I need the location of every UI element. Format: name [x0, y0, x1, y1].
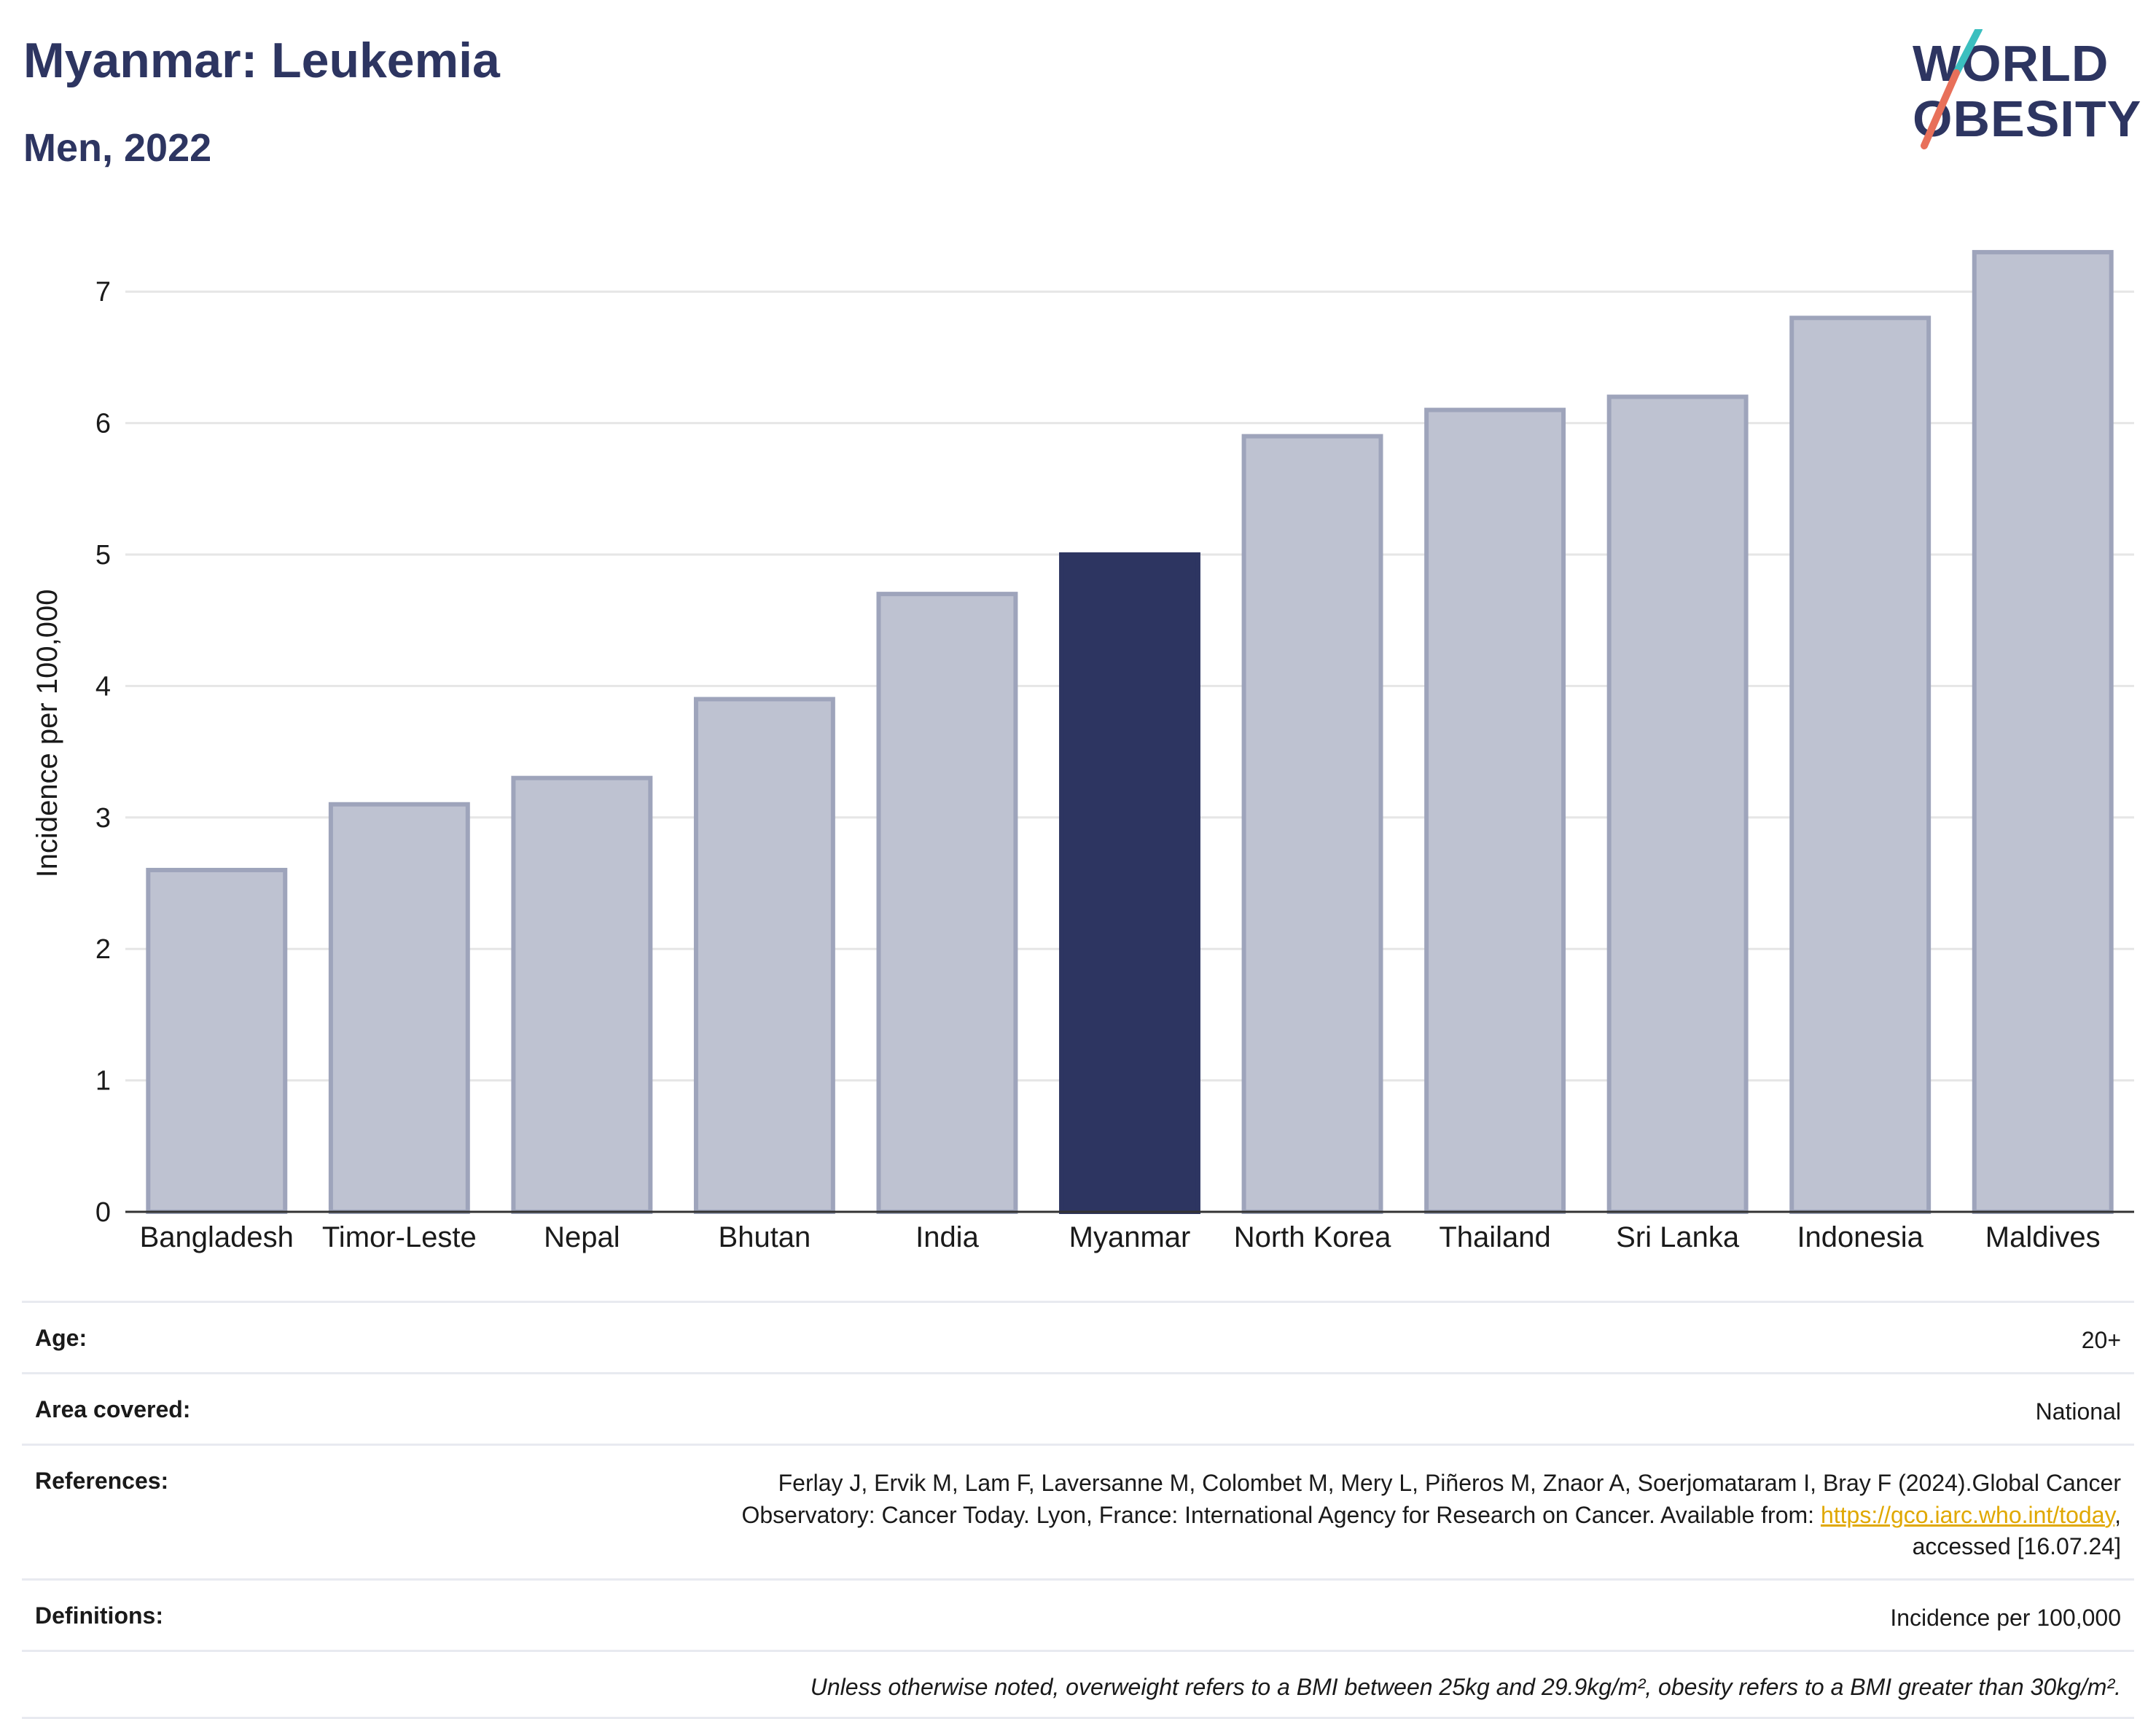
- chart-subtitle: Men, 2022: [23, 126, 212, 170]
- y-tick-label: 7: [95, 277, 111, 308]
- bar-india[interactable]: [876, 592, 1018, 1214]
- x-tick-label: Timor-Leste: [322, 1221, 477, 1253]
- bar-bangladesh[interactable]: [146, 867, 288, 1215]
- y-tick-label: 5: [95, 540, 111, 571]
- meta-row-references: References: Ferlay J, Ervik M, Lam F, La…: [22, 1444, 2134, 1578]
- bar-bhutan[interactable]: [693, 697, 835, 1214]
- references-value: Ferlay J, Ervik M, Lam F, Laversanne M, …: [741, 1470, 2121, 1559]
- x-tick-label: Indonesia: [1797, 1221, 1923, 1253]
- bar-maldives[interactable]: [1972, 250, 2114, 1215]
- axes: 0 1 2 3 4 5 6 7 Bangladesh Timor-Leste Nepal Bhutan…: [95, 277, 2134, 1253]
- bar-myanmar[interactable]: [1059, 552, 1200, 1214]
- references-label: References:: [35, 1468, 169, 1495]
- references-link[interactable]: https://gco.iarc.who.int/today: [1820, 1501, 2115, 1528]
- x-tick-label: Myanmar: [1069, 1221, 1191, 1253]
- x-tick-label: Bangladesh: [140, 1221, 294, 1253]
- area-label: Area covered:: [35, 1396, 191, 1423]
- bar-thailand[interactable]: [1424, 407, 1566, 1214]
- bar-indonesia[interactable]: [1789, 316, 1932, 1214]
- bar-sri-lanka[interactable]: [1606, 394, 1749, 1214]
- bar-chart: 0 1 2 3 4 5 6 7 Bangladesh Timor-Leste Nepal Bhutan…: [31, 250, 2134, 1253]
- chart-title: Myanmar: Leukemia: [23, 33, 500, 88]
- x-tick-label: India: [915, 1221, 979, 1253]
- references-line-3: accessed [16.07.24]: [1912, 1532, 2121, 1559]
- meta-row-area: Area covered: National: [22, 1372, 2134, 1444]
- y-tick-label: 2: [95, 934, 111, 965]
- logo-text-bottom: OBESITY: [1913, 90, 2142, 147]
- references-line-1: Ferlay J, Ervik M, Lam F, Laversanne M, …: [778, 1470, 2121, 1497]
- y-tick-label: 1: [95, 1066, 111, 1097]
- y-tick-label: 0: [95, 1197, 111, 1228]
- references-line-2: Observatory: Cancer Today. Lyon, France:…: [741, 1501, 1821, 1528]
- definitions-value: Incidence per 100,000: [1890, 1604, 2121, 1631]
- bar-nepal[interactable]: [511, 775, 653, 1214]
- definitions-label: Definitions:: [35, 1602, 163, 1629]
- y-tick-label: 4: [95, 671, 111, 702]
- x-tick-label: Nepal: [544, 1221, 620, 1253]
- bar-timor-leste[interactable]: [328, 802, 470, 1214]
- bar-north-korea[interactable]: [1241, 434, 1383, 1214]
- x-tick-label: Maldives: [1985, 1221, 2101, 1253]
- age-label: Age:: [35, 1325, 87, 1351]
- world-obesity-logo: WORLD OBESITY: [1895, 29, 2143, 153]
- y-tick-label: 6: [95, 409, 111, 439]
- logo-slash-icon: [1921, 29, 1983, 149]
- x-tick-label: Bhutan: [719, 1221, 811, 1253]
- logo-text-top: WORLD: [1913, 35, 2109, 92]
- bars: [146, 250, 2114, 1215]
- x-tick-label: Sri Lanka: [1616, 1221, 1740, 1253]
- y-tick-label: 3: [95, 803, 111, 834]
- bmi-note: Unless otherwise noted, overweight refer…: [810, 1674, 2121, 1701]
- meta-row-note: Unless otherwise noted, overweight refer…: [22, 1650, 2134, 1719]
- metadata-table: Age: 20+ Area covered: National Referenc…: [22, 1301, 2134, 1719]
- age-value: 20+: [2081, 1327, 2121, 1353]
- x-tick-label: North Korea: [1234, 1221, 1391, 1253]
- area-value: National: [2035, 1398, 2121, 1425]
- meta-row-definitions: Definitions: Incidence per 100,000: [22, 1578, 2134, 1650]
- meta-row-age: Age: 20+: [22, 1301, 2134, 1372]
- y-axis-label: Incidence per 100,000: [31, 590, 63, 878]
- x-tick-label: Thailand: [1439, 1221, 1550, 1253]
